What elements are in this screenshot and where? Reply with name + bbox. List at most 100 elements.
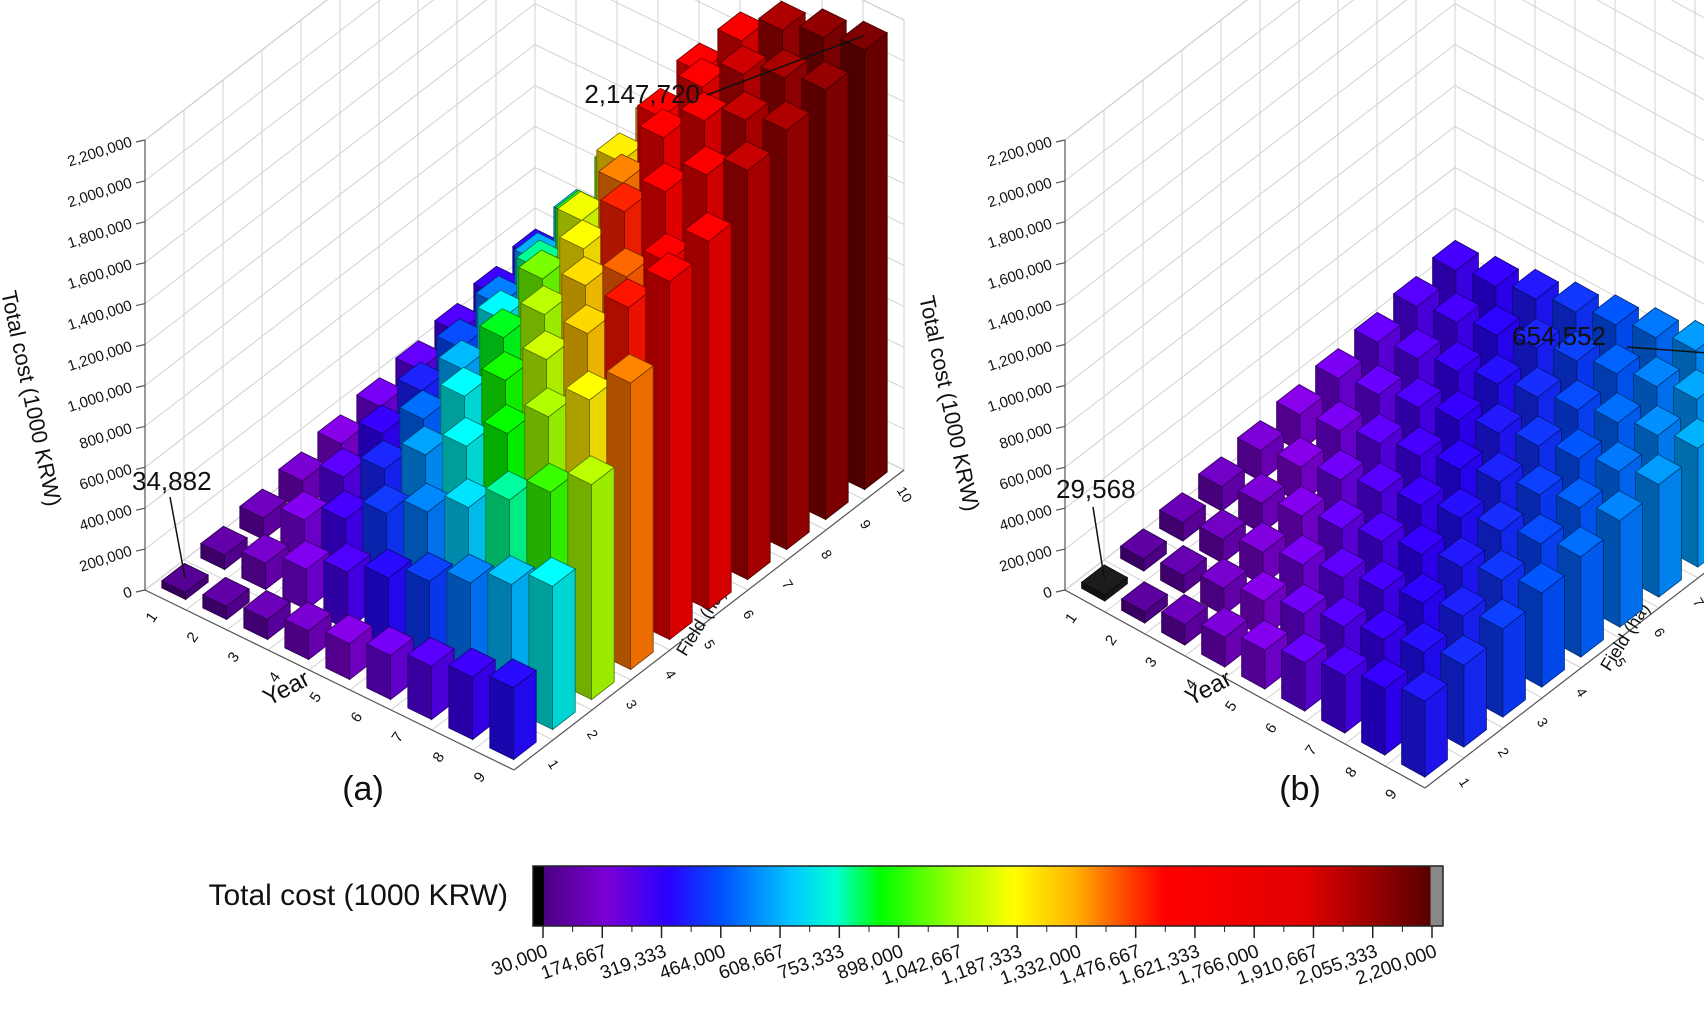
z-tick-label: 2,200,000	[66, 134, 135, 171]
bar-top-face	[405, 552, 453, 582]
bar-top-face	[1199, 557, 1248, 589]
y-tick-label: 7	[779, 577, 797, 592]
bar	[200, 525, 248, 571]
gridline	[144, 0, 435, 223]
chart-panel-b: 0 200,000 400,000 600,000 800,000 1,000,000 1,…	[914, 0, 1704, 803]
z-tick-label: 200,000	[77, 543, 134, 576]
bar	[1517, 562, 1566, 688]
z-tick-label: 400,000	[997, 502, 1054, 535]
annotation-label: 34,882	[132, 466, 212, 496]
z-tick-label: 1,800,000	[66, 215, 135, 252]
gridline	[144, 166, 536, 468]
bar-top-face	[1158, 492, 1207, 524]
bar	[1198, 508, 1247, 564]
bar-top-face	[1594, 441, 1643, 473]
bar-front-face	[1658, 466, 1682, 598]
z-tick	[1055, 262, 1066, 266]
gridline	[1670, 0, 1704, 19]
bar-top-face	[1276, 436, 1325, 468]
bar-top-face	[280, 490, 328, 521]
bar-top-face	[407, 636, 455, 667]
bar-top-face	[448, 647, 496, 678]
bar-top-face	[1319, 596, 1368, 628]
colorbar-tick-label: 608,667	[716, 941, 788, 984]
bar	[241, 533, 289, 591]
bar-top-face	[1514, 415, 1563, 447]
bar-top-face	[323, 542, 371, 573]
x-tick-label: 5	[1222, 698, 1241, 715]
bar-top-face	[799, 8, 847, 39]
panel-label-b: (b)	[1279, 770, 1321, 808]
z-tick	[135, 548, 146, 552]
bar-side-face	[489, 675, 514, 761]
bar-side-face	[448, 664, 474, 741]
bar	[1240, 619, 1289, 690]
bar-top-face	[202, 576, 250, 607]
bar-top-face	[1400, 670, 1449, 702]
bar-top-face	[1159, 545, 1208, 577]
bar-top-face	[282, 539, 330, 570]
bar-top-face	[1355, 413, 1404, 445]
bar-top-face	[1197, 456, 1246, 488]
x-tick-label: 2	[183, 629, 202, 646]
bar	[1277, 485, 1326, 556]
bar	[284, 601, 332, 661]
bar-top-face	[528, 556, 576, 587]
z-tick	[135, 139, 146, 143]
y-tick-label: 2	[584, 727, 602, 742]
bar	[1280, 632, 1329, 712]
bar-front-face	[1541, 574, 1565, 688]
bar-top-face	[1477, 549, 1526, 581]
gridline	[144, 0, 328, 141]
bar-front-face	[1580, 538, 1604, 658]
gridline	[1064, 3, 1456, 304]
bar-top-face	[1438, 585, 1487, 617]
gridline	[144, 207, 536, 509]
bar-top-face	[1397, 523, 1446, 556]
z-tick	[135, 425, 146, 429]
x-tick-label: 7	[388, 729, 407, 746]
bar-top-face	[1516, 513, 1565, 545]
bar-top-face	[1357, 511, 1406, 543]
x-tick-label: 1	[142, 609, 161, 626]
bar-top-face	[1280, 632, 1329, 664]
x-tick-label: 3	[224, 649, 243, 666]
bar-top-face	[1396, 475, 1445, 507]
z-tick	[1055, 548, 1066, 552]
bar-top-face	[1236, 420, 1285, 452]
y-tick-label: 6	[1651, 625, 1669, 640]
z-tick-label: 200,000	[997, 543, 1054, 576]
bar-top-face	[1473, 353, 1522, 385]
bar-top-face	[1552, 330, 1601, 362]
bar-top-face	[489, 658, 537, 689]
bar-front-face	[591, 466, 615, 701]
gridline	[1455, 0, 1704, 38]
y-tick-label: 1	[545, 757, 563, 772]
bar-top-face	[1472, 304, 1521, 336]
colorbar: Total cost (1000 KRW) 30,000174,667319,3…	[208, 865, 1444, 990]
bar-top-face	[1633, 405, 1682, 437]
bar-top-face	[1354, 364, 1403, 396]
bar	[325, 614, 373, 681]
gridline	[1454, 166, 1704, 305]
z-tick-label: 400,000	[77, 502, 134, 535]
z-tick	[1055, 466, 1066, 470]
chart-panel-a: 0 200,000 400,000 600,000 800,000 1,000,000 1,…	[0, 0, 916, 786]
colorbar-tick-label: 319,333	[598, 941, 670, 984]
bar	[1159, 545, 1208, 594]
bar-front-face	[786, 111, 810, 551]
bar-top-face	[1634, 453, 1683, 486]
colorbar-tick-label: 174,667	[538, 941, 610, 984]
bar-top-face	[1395, 426, 1444, 458]
annotation-leader	[169, 496, 186, 579]
bar-top-face	[1475, 451, 1524, 483]
z-tick	[1055, 384, 1066, 389]
y-tick-label: 3	[623, 697, 641, 712]
bar-front-face	[1619, 502, 1643, 628]
bar	[1400, 670, 1449, 778]
z-tick-label: 1,400,000	[66, 297, 135, 334]
z-tick	[135, 262, 146, 266]
x-tick-label: 8	[1342, 764, 1361, 781]
z-tick	[1055, 343, 1066, 348]
